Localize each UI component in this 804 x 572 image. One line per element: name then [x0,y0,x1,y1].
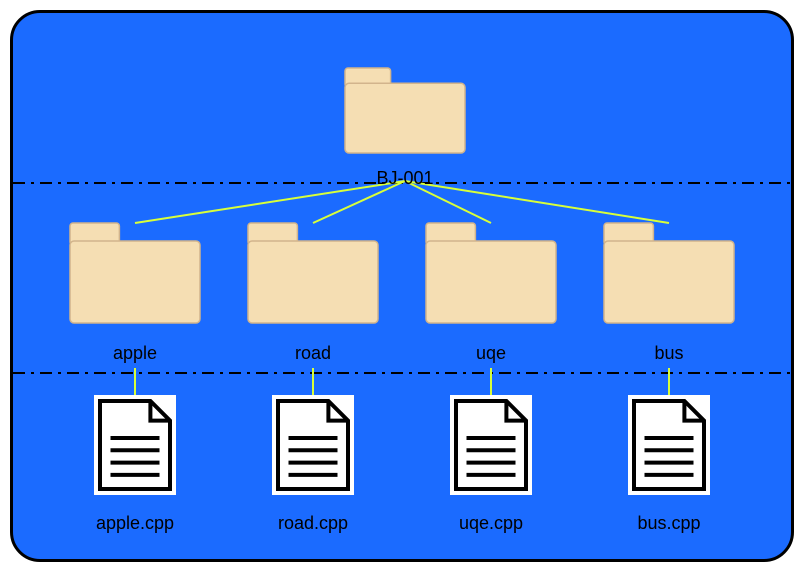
file-label: uqe.cpp [459,513,523,534]
file-label: apple.cpp [96,513,174,534]
file-label: road.cpp [278,513,348,534]
diagram-container: BJ-001 apple apple.cpp road road.cpp uqe uqe.c… [10,10,794,562]
root-folder-label: BJ-001 [376,168,433,189]
file-label: bus.cpp [637,513,700,534]
child-folder-label: apple [113,343,157,364]
child-folder-label: bus [654,343,683,364]
child-folder-label: road [295,343,331,364]
diagram-svg [13,13,791,559]
child-folder-label: uqe [476,343,506,364]
